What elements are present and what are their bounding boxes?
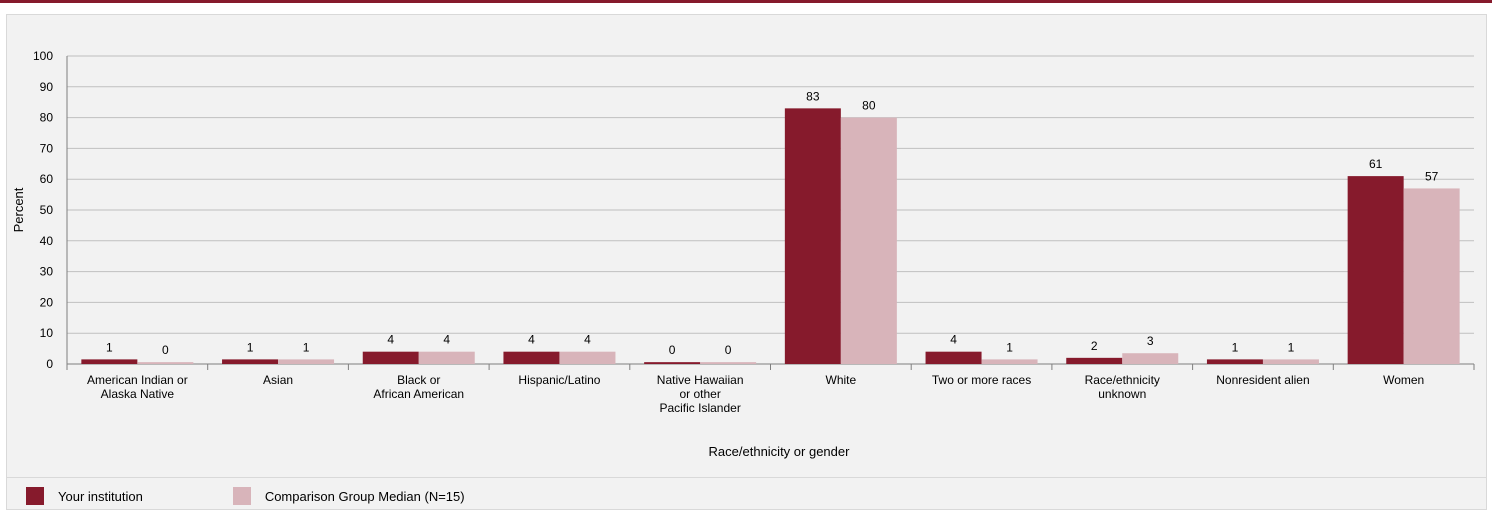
bar-comparison-1	[278, 359, 335, 364]
x-category-label: African American	[373, 387, 464, 401]
y-tick-label: 70	[40, 141, 54, 155]
y-tick-label: 40	[40, 234, 54, 248]
x-category-label: Hispanic/Latino	[518, 373, 600, 387]
x-category-label: Nonresident alien	[1216, 373, 1309, 387]
data-label: 2	[1091, 339, 1098, 353]
x-category-label: Women	[1383, 373, 1424, 387]
data-label: 1	[1232, 340, 1239, 354]
bar-comparison-6	[981, 359, 1038, 364]
x-category-label: unknown	[1098, 387, 1146, 401]
top-accent-rule	[0, 0, 1492, 3]
x-category-label: Alaska Native	[101, 387, 175, 401]
bar-your-institution-9	[1347, 176, 1404, 364]
data-label: 83	[806, 89, 820, 103]
data-label: 4	[950, 333, 957, 347]
legend-item-your-institution: Your institution	[26, 487, 143, 505]
data-label: 0	[725, 343, 732, 357]
bar-your-institution-7	[1066, 357, 1123, 364]
bar-your-institution-5	[784, 108, 841, 364]
data-label: 1	[247, 340, 254, 354]
data-label: 3	[1147, 334, 1154, 348]
legend-item-comparison-group: Comparison Group Median (N=15)	[232, 487, 465, 505]
chart-panel	[6, 14, 1487, 510]
bar-comparison-5	[840, 117, 897, 364]
bar-comparison-2	[418, 351, 475, 364]
y-tick-label: 10	[40, 326, 54, 340]
y-tick-label: 0	[46, 357, 53, 371]
data-label: 4	[584, 333, 591, 347]
legend-swatch-comparison-group	[232, 487, 251, 505]
x-category-label: Race/ethnicity	[1085, 373, 1160, 387]
data-label: 61	[1369, 157, 1383, 171]
bar-your-institution-6	[925, 351, 982, 364]
data-label: 1	[303, 340, 310, 354]
x-category-label: White	[826, 373, 857, 387]
bar-your-institution-4	[644, 362, 701, 364]
y-tick-label: 60	[40, 172, 54, 186]
y-axis-title: Percent	[11, 187, 26, 232]
bars	[81, 108, 1460, 364]
bar-comparison-3	[559, 351, 616, 364]
data-label: 1	[106, 340, 113, 354]
x-axis-title: Race/ethnicity or gender	[709, 444, 851, 459]
data-label: 0	[162, 343, 169, 357]
y-tick-label: 100	[33, 49, 53, 63]
y-tick-label: 80	[40, 111, 54, 125]
legend-label-comparison-group: Comparison Group Median (N=15)	[264, 488, 465, 504]
bar-your-institution-0	[81, 359, 138, 364]
bar-comparison-8	[1262, 359, 1319, 364]
data-label: 57	[1425, 169, 1439, 183]
data-label: 4	[387, 333, 394, 347]
y-tick-label: 30	[40, 265, 54, 279]
legend: Your institution Comparison Group Median…	[26, 486, 555, 506]
x-category-label: Two or more races	[932, 373, 1031, 387]
data-label: 80	[862, 99, 876, 113]
bar-your-institution-1	[222, 359, 279, 364]
x-category-label: Pacific Islander	[659, 401, 740, 415]
data-label: 1	[1288, 340, 1295, 354]
bar-your-institution-3	[503, 351, 560, 364]
data-label: 0	[669, 343, 676, 357]
y-tick-label: 20	[40, 295, 54, 309]
x-category-label: or other	[679, 387, 720, 401]
x-category-label: Native Hawaiian	[657, 373, 744, 387]
x-category-label: American Indian or	[87, 373, 188, 387]
legend-label-your-institution: Your institution	[58, 488, 143, 504]
bar-your-institution-2	[362, 351, 419, 364]
bar-comparison-0	[137, 362, 194, 364]
data-label: 4	[443, 333, 450, 347]
bar-comparison-9	[1403, 188, 1460, 364]
bar-comparison-4	[700, 362, 757, 364]
x-category-label: Asian	[263, 373, 293, 387]
legend-separator	[6, 477, 1487, 478]
legend-swatch-your-institution	[26, 487, 44, 505]
gridlines	[67, 55, 1474, 365]
y-tick-label: 90	[40, 80, 54, 94]
data-label: 1	[1006, 340, 1013, 354]
x-category-label: Black or	[397, 373, 440, 387]
data-label: 4	[528, 333, 535, 347]
bar-comparison-7	[1122, 353, 1179, 364]
y-tick-label: 50	[40, 203, 54, 217]
bar-your-institution-8	[1206, 359, 1263, 364]
